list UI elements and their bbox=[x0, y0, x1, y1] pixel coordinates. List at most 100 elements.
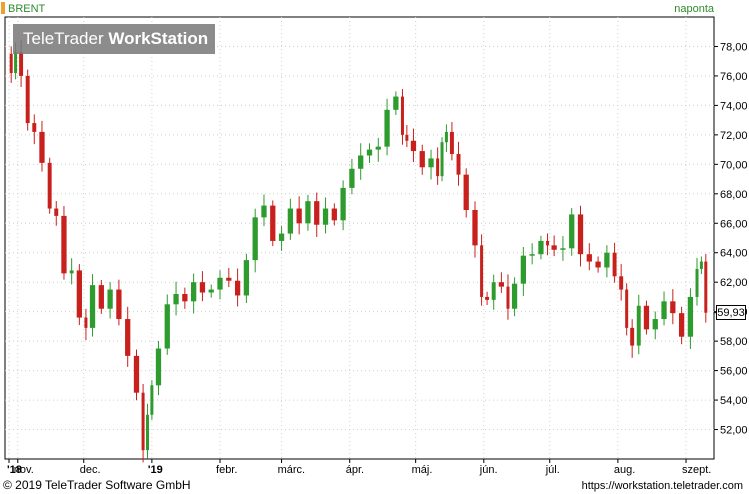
candle-body bbox=[340, 187, 346, 221]
y-tick-label: 64,00 bbox=[720, 248, 748, 260]
y-tick-label: 66,00 bbox=[720, 218, 748, 230]
candle-body bbox=[322, 208, 329, 225]
candle-body bbox=[76, 270, 82, 318]
candle-body bbox=[141, 392, 145, 451]
candle-body bbox=[472, 210, 478, 246]
candle-body bbox=[173, 293, 179, 305]
candle-body bbox=[577, 214, 584, 255]
candle-body bbox=[150, 385, 154, 415]
candle-body bbox=[699, 261, 703, 269]
x-tick-label: júl. bbox=[545, 464, 560, 476]
candle-body bbox=[14, 52, 18, 73]
y-tick-label: 76,00 bbox=[720, 71, 748, 83]
candle-body bbox=[226, 277, 232, 281]
candle-body bbox=[636, 305, 641, 346]
period-label[interactable]: naponta bbox=[674, 3, 714, 15]
candle-body bbox=[314, 201, 320, 225]
y-tick-label: 62,00 bbox=[720, 277, 748, 289]
candle-body bbox=[19, 52, 24, 76]
candle-body bbox=[61, 215, 67, 274]
candle-body bbox=[270, 205, 276, 241]
candle-body bbox=[546, 240, 550, 246]
candle-body bbox=[428, 158, 434, 168]
candle-body bbox=[89, 285, 96, 328]
candle-body bbox=[182, 293, 188, 302]
candle-body bbox=[32, 123, 37, 132]
candle-body bbox=[444, 131, 448, 143]
candle-body bbox=[358, 155, 364, 169]
candle-body bbox=[393, 96, 399, 110]
candle-body bbox=[405, 134, 409, 141]
candle-body bbox=[678, 313, 685, 337]
candle-body bbox=[287, 208, 293, 234]
y-tick-label: 54,00 bbox=[720, 395, 748, 407]
instrument-label[interactable]: BRENT bbox=[8, 3, 46, 15]
candle-body bbox=[305, 201, 311, 224]
source-url[interactable]: https://workstation.teletrader.com bbox=[581, 480, 743, 492]
candle-body bbox=[54, 208, 59, 216]
candle-body bbox=[145, 414, 149, 451]
x-tick-label: aug. bbox=[614, 464, 635, 476]
x-tick-label: '19 bbox=[148, 464, 163, 476]
candle-body bbox=[569, 214, 575, 249]
candle-body bbox=[419, 151, 425, 168]
y-tick-label: 78,00 bbox=[720, 41, 748, 53]
candle-body bbox=[384, 109, 390, 147]
candle-body bbox=[84, 317, 88, 328]
candle-body bbox=[252, 217, 258, 261]
candle-body bbox=[463, 174, 469, 211]
candle-body bbox=[670, 301, 676, 314]
candle-body bbox=[217, 277, 223, 290]
candle-body bbox=[164, 304, 170, 349]
candle-body bbox=[125, 319, 131, 356]
candle-body bbox=[529, 254, 535, 256]
candle-body bbox=[199, 282, 206, 293]
x-tick-label: ápr. bbox=[346, 464, 364, 476]
x-tick-label: febr. bbox=[216, 464, 237, 476]
candle-body bbox=[630, 327, 635, 346]
candle-body bbox=[625, 289, 629, 328]
y-tick-label: 68,00 bbox=[720, 189, 748, 201]
candle-body bbox=[116, 289, 122, 320]
candle-body bbox=[506, 286, 510, 309]
candle-body bbox=[375, 146, 381, 150]
x-tick-label: '18 bbox=[7, 464, 22, 476]
candle-body bbox=[349, 168, 355, 188]
x-tick-label: szept. bbox=[682, 464, 711, 476]
candle-body bbox=[604, 252, 610, 268]
candle-body bbox=[560, 248, 566, 250]
brand-name-bold: WorkStation bbox=[108, 29, 209, 48]
y-tick-label: 72,00 bbox=[720, 130, 748, 142]
candle-body bbox=[511, 283, 518, 309]
x-tick-label: jún. bbox=[479, 464, 498, 476]
y-tick-label: 74,00 bbox=[720, 100, 748, 112]
candle-body bbox=[480, 245, 484, 297]
candle-body bbox=[687, 296, 694, 337]
candle-body bbox=[436, 158, 440, 177]
candle-body bbox=[25, 75, 30, 124]
candle-body bbox=[449, 131, 454, 155]
candle-body bbox=[538, 240, 544, 255]
candle-body bbox=[643, 305, 650, 330]
candle-body bbox=[400, 96, 404, 135]
candle-body bbox=[491, 282, 496, 300]
copyright-text: © 2019 TeleTrader Software GmbH bbox=[3, 478, 191, 492]
candle-body bbox=[619, 276, 624, 290]
y-tick-label: 52,00 bbox=[720, 425, 748, 437]
candle-body bbox=[704, 261, 708, 313]
candle-body bbox=[39, 131, 45, 163]
plot-area bbox=[4, 16, 715, 460]
instrument-color-marker bbox=[1, 2, 5, 14]
candle-body bbox=[98, 285, 104, 309]
y-tick-label: 70,00 bbox=[720, 159, 748, 171]
brand-watermark: TeleTrader WorkStation bbox=[13, 24, 215, 54]
candle-body bbox=[498, 282, 505, 287]
candle-body bbox=[191, 282, 197, 302]
candle-body bbox=[107, 289, 113, 309]
candle-body bbox=[155, 348, 162, 386]
candle-body bbox=[440, 142, 444, 177]
last-price-label: 59,93 bbox=[716, 304, 746, 320]
candle-body bbox=[278, 233, 285, 241]
candle-body bbox=[586, 254, 592, 262]
